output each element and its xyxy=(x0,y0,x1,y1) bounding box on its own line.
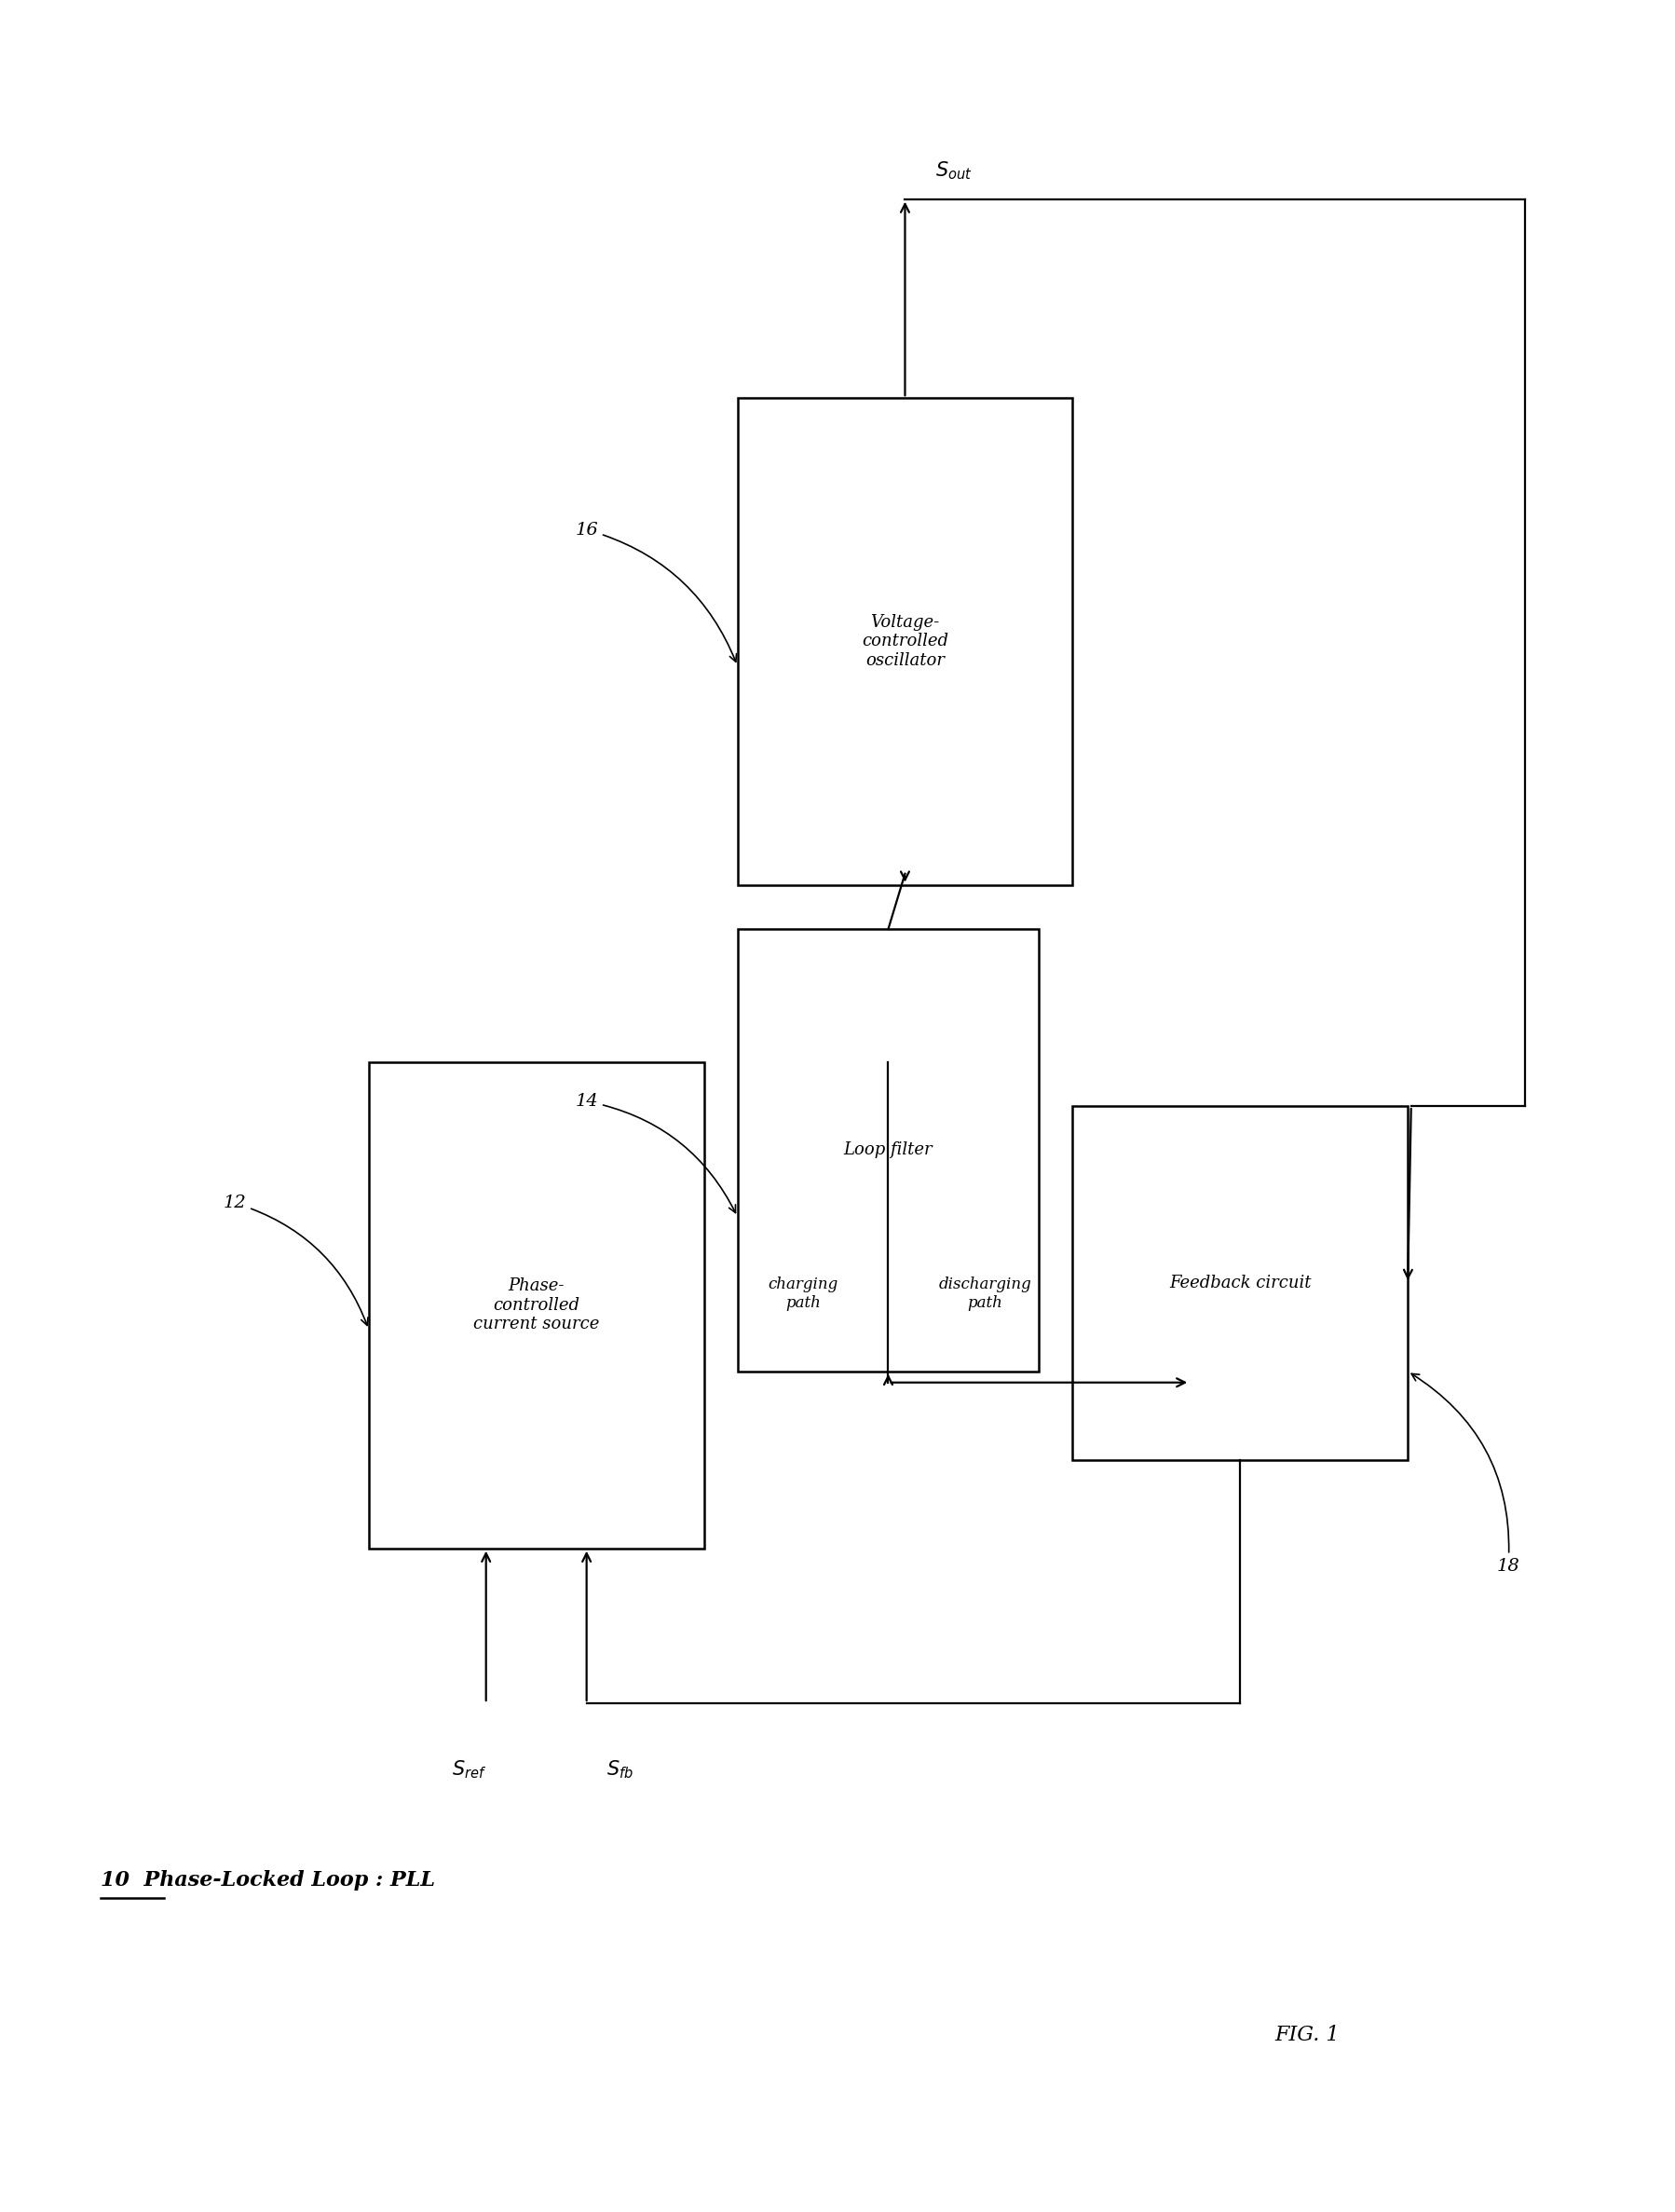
Text: Phase-
controlled
current source: Phase- controlled current source xyxy=(472,1276,600,1334)
Bar xyxy=(1072,1106,1407,1460)
Text: 14: 14 xyxy=(575,1093,735,1212)
Text: 18: 18 xyxy=(1410,1374,1519,1575)
Text: $S_{fb}$: $S_{fb}$ xyxy=(606,1759,633,1781)
Bar xyxy=(737,398,1072,885)
Text: $S_{out}$: $S_{out}$ xyxy=(935,159,972,181)
Bar xyxy=(368,1062,704,1548)
Text: charging
path: charging path xyxy=(767,1276,838,1312)
Text: 12: 12 xyxy=(223,1194,368,1325)
Text: FIG. 1: FIG. 1 xyxy=(1275,2024,1338,2046)
Text: Loop filter: Loop filter xyxy=(843,1141,933,1159)
Bar xyxy=(737,929,1038,1371)
Text: discharging
path: discharging path xyxy=(938,1276,1030,1312)
Text: $S_{ref}$: $S_{ref}$ xyxy=(452,1759,486,1781)
Text: 10  Phase-Locked Loop : PLL: 10 Phase-Locked Loop : PLL xyxy=(100,1869,436,1891)
Text: 16: 16 xyxy=(575,522,735,661)
Text: Feedback circuit: Feedback circuit xyxy=(1169,1274,1310,1292)
Text: Voltage-
controlled
oscillator: Voltage- controlled oscillator xyxy=(861,613,948,670)
